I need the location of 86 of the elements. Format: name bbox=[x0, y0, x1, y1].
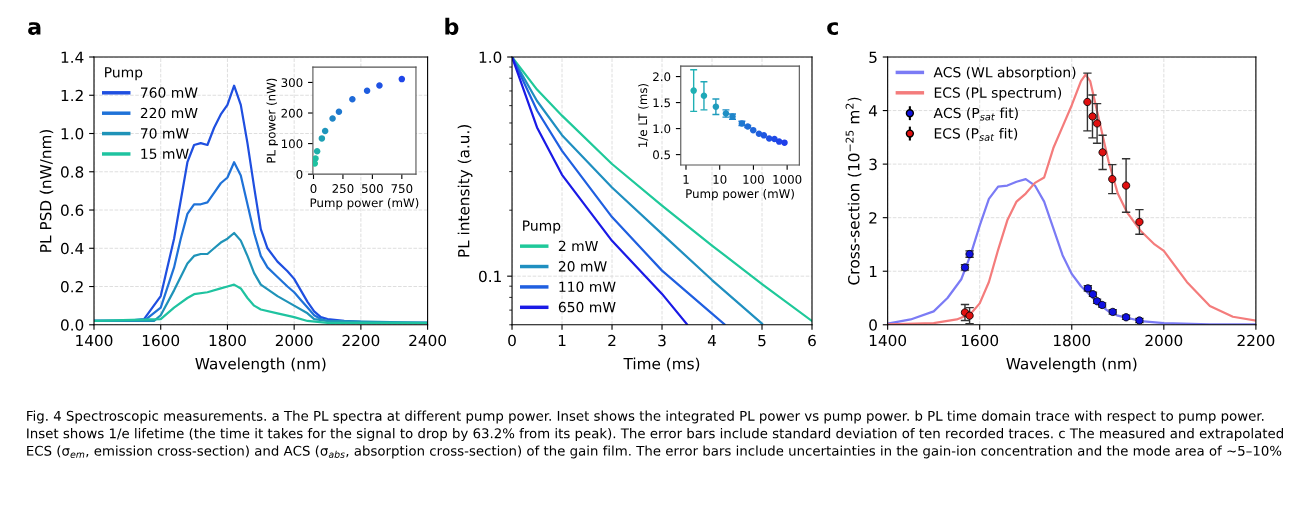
x-tick-label: 1800 bbox=[1054, 334, 1091, 347]
x-tick-label: 0 bbox=[310, 184, 317, 194]
x-tick-label: 1400 bbox=[869, 334, 907, 347]
y-tick-label: 1.2 bbox=[61, 89, 83, 102]
x-tick-label: 4 bbox=[707, 334, 717, 347]
point bbox=[313, 147, 321, 155]
x-axis-title: Wavelength (nm) bbox=[195, 357, 326, 373]
x-tick-label: 500 bbox=[362, 184, 383, 194]
y-tick-label: 0.2 bbox=[60, 280, 83, 293]
y-tick-label: 0.5 bbox=[653, 150, 671, 160]
legend-label: 2 mW bbox=[558, 240, 598, 252]
point bbox=[398, 75, 406, 83]
legend-label: ECS (PL spectrum) bbox=[934, 87, 1062, 101]
x-tick-label: 1 bbox=[558, 334, 566, 347]
x-tick-label: 1800 bbox=[209, 334, 246, 347]
x-tick-label: 250 bbox=[332, 184, 354, 194]
point bbox=[376, 82, 383, 89]
x-tick-label: 2 bbox=[608, 334, 616, 347]
point bbox=[318, 135, 326, 142]
legend-label: ACS (WL absorption) bbox=[933, 66, 1076, 81]
x-tick-label: 2000 bbox=[275, 334, 313, 347]
legend-label: 760 mW bbox=[140, 87, 198, 98]
y-tick-label: 1 bbox=[869, 265, 877, 278]
x-tick-label: 2400 bbox=[409, 334, 447, 347]
legend-label: 15 mW bbox=[141, 148, 189, 160]
y-tick-label: 0.4 bbox=[60, 242, 84, 255]
y-tick-label: 100 bbox=[281, 139, 303, 149]
x-tick-label: 1400 bbox=[76, 334, 113, 347]
legend-label: ACS (P$_{sat}$ fit) bbox=[933, 107, 1018, 121]
y-tick-label: 1.0 bbox=[61, 127, 84, 140]
x-axis-title: Time (ms) bbox=[623, 357, 700, 372]
x-tick-label: 2000 bbox=[1145, 334, 1183, 347]
y-tick-label: 300 bbox=[281, 78, 303, 88]
legend-label: 70 mW bbox=[140, 128, 189, 139]
legend-label: ECS (P$_{sat}$ fit) bbox=[934, 127, 1018, 141]
x-tick-label: 10 bbox=[713, 174, 727, 184]
y-tick-label: 0.0 bbox=[60, 319, 84, 331]
chart-title: a bbox=[28, 22, 41, 35]
x-axis-title: Pump power (mW) bbox=[310, 198, 419, 210]
y-tick-label: 0.1 bbox=[479, 270, 501, 283]
point bbox=[335, 108, 343, 116]
legend-title: Pump bbox=[105, 67, 143, 81]
y-tick-label: 1.4 bbox=[61, 51, 84, 63]
legend-label: 650 mW bbox=[558, 301, 616, 313]
y-tick-label: 0.6 bbox=[60, 204, 84, 217]
y-tick-label: 3 bbox=[869, 158, 877, 171]
y-axis-title: PL power (nW) bbox=[266, 78, 278, 163]
legend-label: 110 mW bbox=[559, 281, 616, 292]
chart-title: c bbox=[827, 22, 838, 35]
x-tick-label: 1600 bbox=[142, 334, 180, 347]
point bbox=[312, 155, 319, 162]
point bbox=[329, 115, 336, 122]
y-tick-label: 5 bbox=[869, 51, 877, 64]
x-tick-label: 2200 bbox=[1237, 334, 1275, 347]
y-tick-label: 1.0 bbox=[653, 124, 671, 134]
y-tick-label: 4 bbox=[868, 105, 878, 117]
y-axis-title: PL intensity (a.u.) bbox=[457, 125, 473, 257]
x-tick-label: 0 bbox=[508, 334, 516, 347]
y-tick-label: 2 bbox=[869, 212, 877, 224]
caption: Fig. 4 Spectroscopic measurements. a The PL spectra at different pump power. Inset shows the integrated PL power vs pump power. b PL time domain trace with respect to pump power. Inset shows 1/e lifetime (the time it takes for the signal to drop by 63.2% from its peak). The error bars include standard deviation of ten recorded traces. c The measured and extrapolated ECS (σ$_{em}$, emission cross-section) and ACS (σ$_{abs}$, absorption cross-section) of the gain film. The error bars include uncertainties in the gain-ion concentration and the mode area of ~5–10% bbox=[27, 410, 1283, 459]
y-axis-title: Cross-section (10$^{−25}$ m$^{2}$) bbox=[845, 97, 862, 285]
x-tick-label: 750 bbox=[391, 184, 413, 194]
y-tick-label: 0 bbox=[869, 319, 877, 331]
x-tick-label: 5 bbox=[758, 334, 766, 347]
legend-label: 220 mW bbox=[140, 107, 198, 119]
y-tick-label: 0.8 bbox=[60, 166, 84, 178]
x-tick-label: 6 bbox=[808, 334, 816, 347]
x-tick-label: 2200 bbox=[342, 334, 380, 347]
y-tick-label: 200 bbox=[281, 108, 303, 118]
x-axis-title: Wavelength (nm) bbox=[1006, 357, 1137, 373]
legend-label: 20 mW bbox=[558, 261, 607, 272]
y-tick-label: 1.0 bbox=[479, 51, 502, 64]
point bbox=[363, 87, 371, 94]
legend-title: Pump bbox=[523, 220, 561, 234]
point bbox=[349, 96, 356, 103]
y-axis-title: PL PSD (nW/nm) bbox=[39, 129, 54, 252]
x-tick-label: 100 bbox=[743, 174, 764, 184]
x-axis-title: Pump power (mW) bbox=[686, 188, 794, 201]
x-tick-label: 1600 bbox=[961, 334, 999, 347]
x-tick-label: 1000 bbox=[773, 174, 802, 184]
point bbox=[321, 127, 329, 135]
y-tick-label: 2.0 bbox=[653, 72, 671, 82]
x-tick-label: 1 bbox=[683, 175, 689, 184]
chart-title: b bbox=[445, 17, 459, 35]
y-tick-label: 1.5 bbox=[653, 98, 671, 108]
y-axis-title: 1/e LT (ms) bbox=[638, 83, 649, 147]
